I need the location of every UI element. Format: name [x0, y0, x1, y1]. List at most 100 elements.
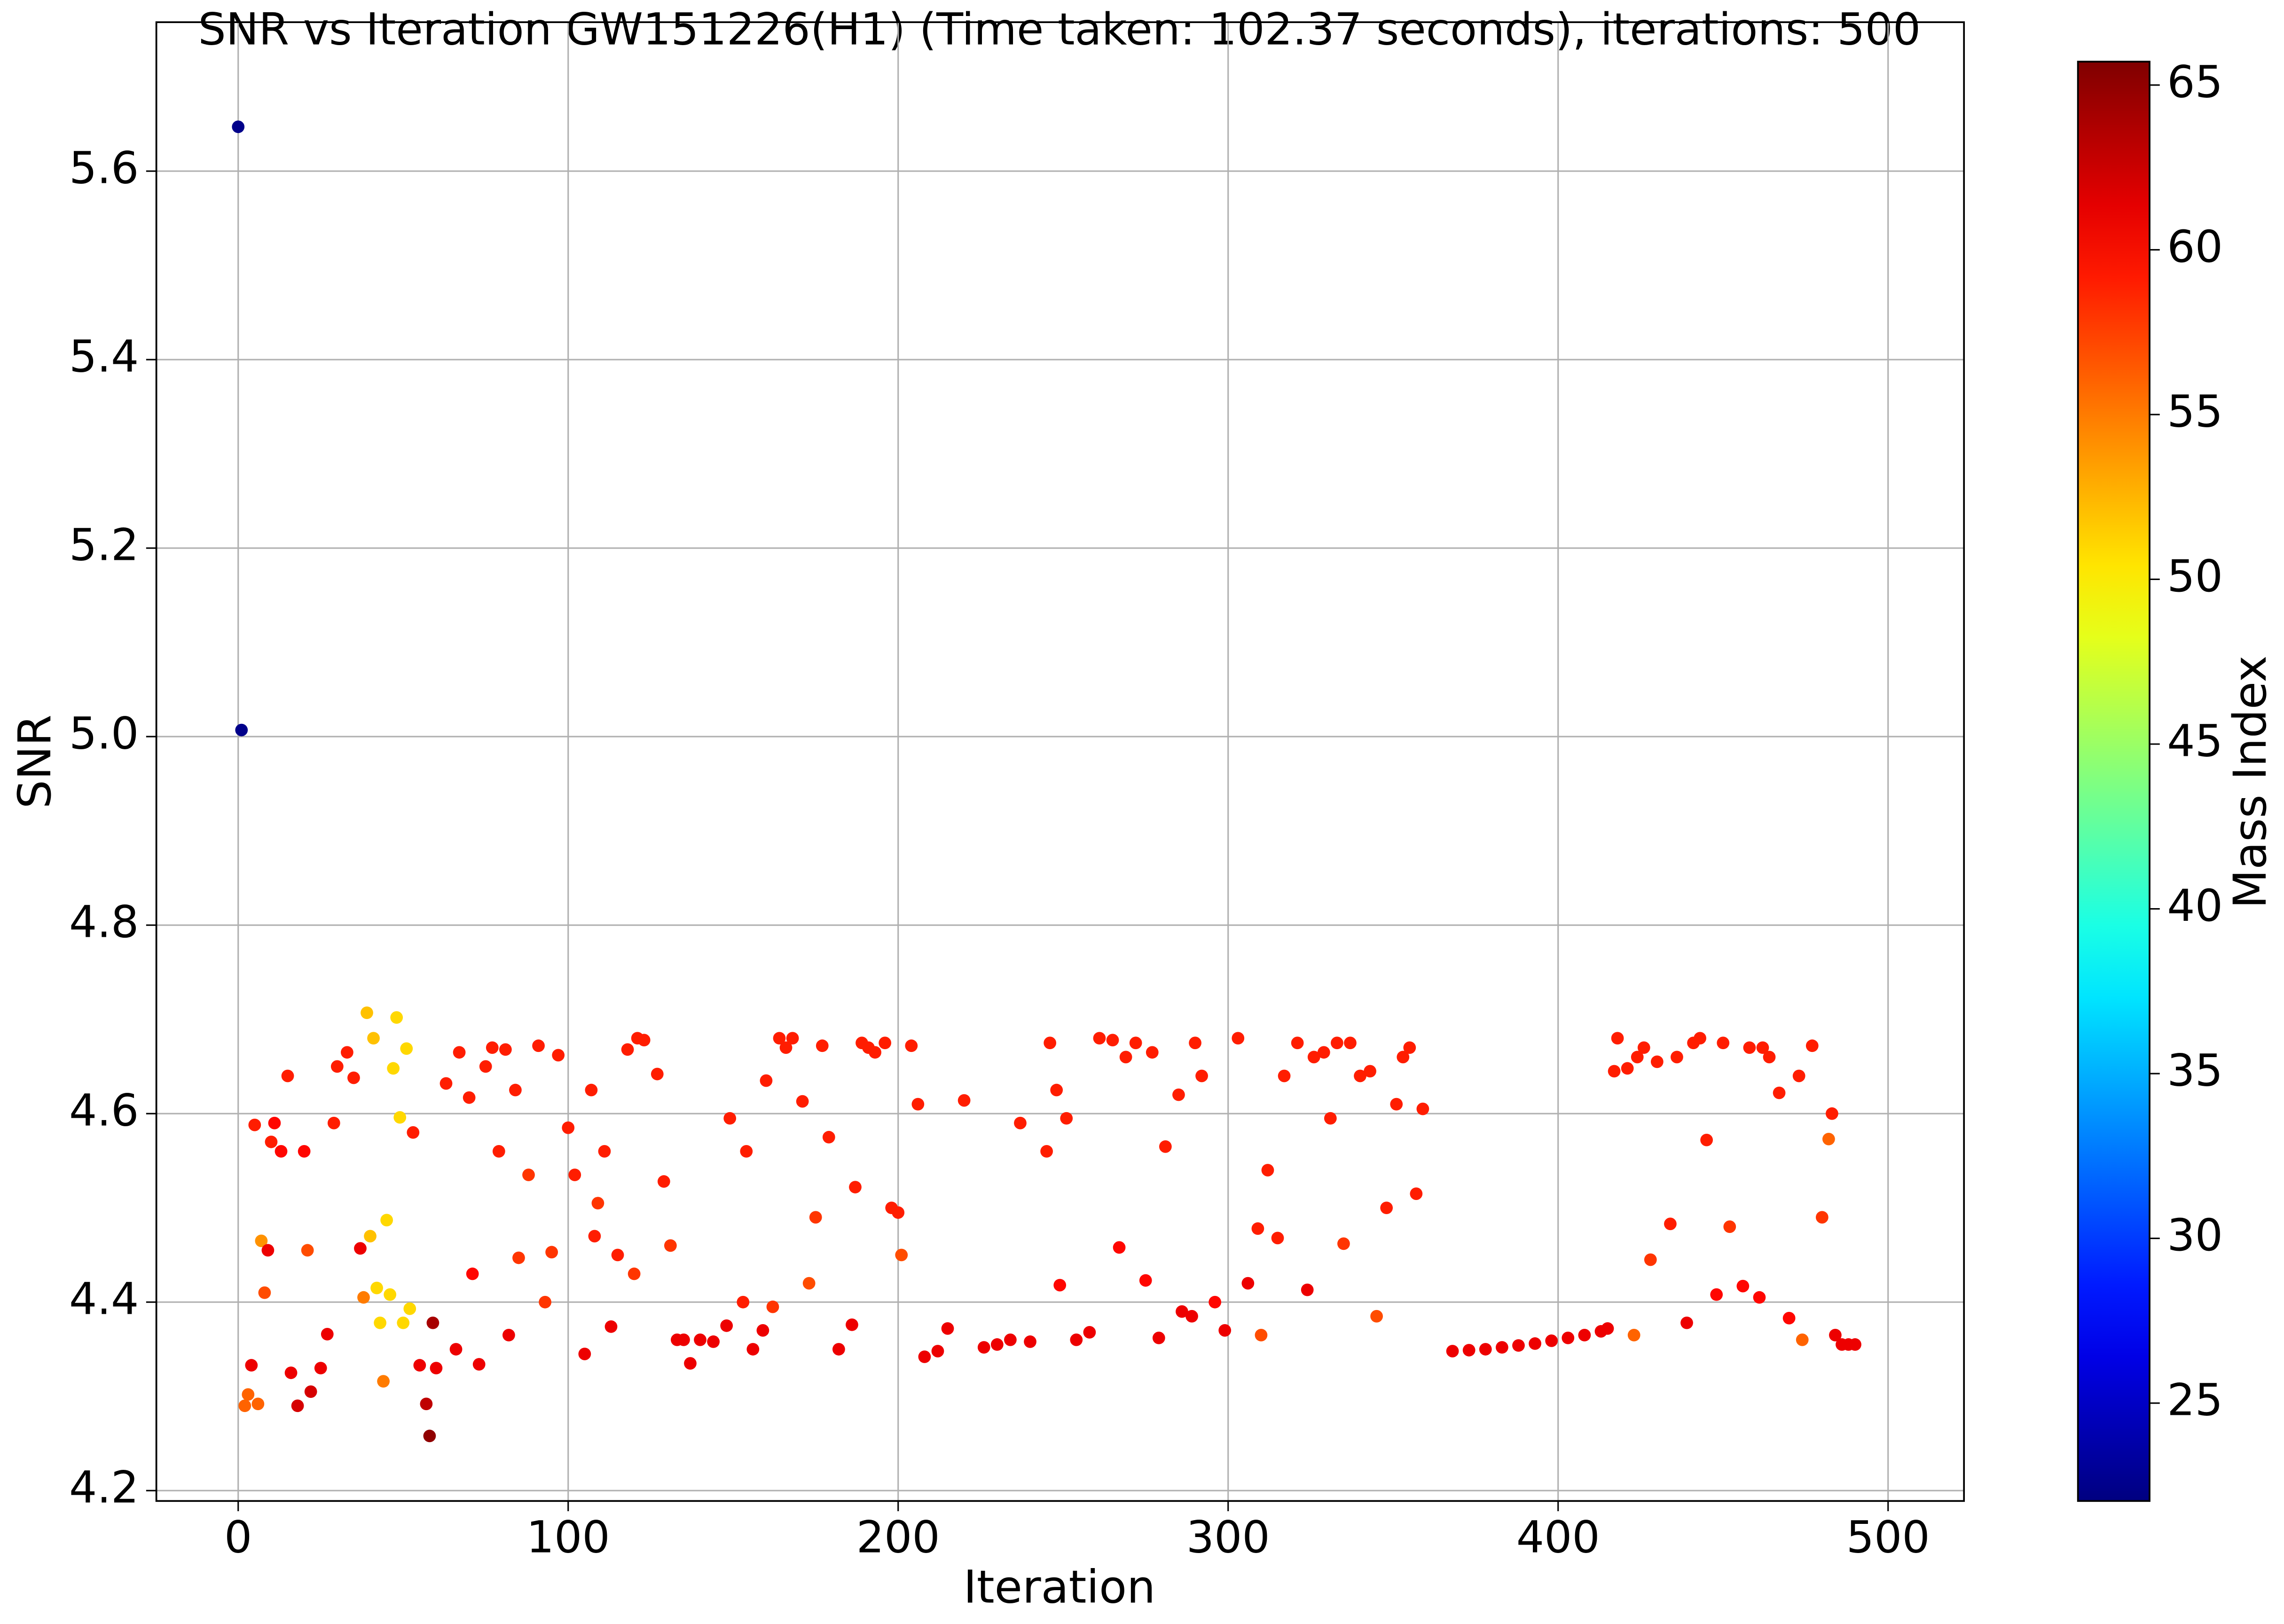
scatter-point — [1578, 1329, 1591, 1342]
x-tick-label: 0 — [224, 1512, 252, 1563]
scatter-point — [370, 1281, 383, 1294]
scatter-point — [918, 1350, 931, 1363]
scatter-point — [238, 1399, 251, 1412]
scatter-point — [723, 1112, 737, 1125]
scatter-point — [611, 1248, 624, 1262]
scatter-point — [1416, 1102, 1429, 1115]
scatter-point — [261, 1244, 275, 1257]
scatter-point — [1545, 1334, 1558, 1347]
scatter-point — [651, 1067, 664, 1081]
scatter-point — [1627, 1329, 1640, 1342]
scatter-point — [1159, 1140, 1172, 1153]
scatter-point — [341, 1046, 353, 1059]
scatter-point — [426, 1316, 440, 1329]
scatter-point — [905, 1039, 918, 1052]
scatter-point — [361, 1006, 373, 1019]
scatter-point — [1218, 1324, 1232, 1337]
scatter-point — [1189, 1036, 1201, 1050]
y-tick-label: 4.2 — [69, 1462, 139, 1513]
scatter-point — [235, 723, 248, 737]
scatter-point — [380, 1214, 393, 1227]
scatter-point — [1113, 1241, 1126, 1254]
scatter-point — [1664, 1217, 1677, 1231]
scatter-point — [1291, 1036, 1304, 1050]
scatter-point — [1152, 1332, 1165, 1344]
scatter-point — [740, 1145, 753, 1158]
scatter-point — [1004, 1334, 1017, 1346]
scatter-point — [354, 1242, 367, 1255]
scatter-point — [258, 1286, 271, 1299]
scatter-point — [463, 1091, 476, 1104]
scatter-point — [486, 1041, 499, 1054]
scatter-point — [364, 1230, 377, 1243]
scatter-point — [327, 1116, 340, 1130]
scatter-point — [1826, 1107, 1838, 1120]
scatter-point — [1680, 1316, 1693, 1329]
scatter-point — [657, 1175, 670, 1188]
scatter-point — [1307, 1051, 1320, 1064]
x-tick-label: 400 — [1516, 1512, 1600, 1563]
y-tick-label: 4.6 — [69, 1085, 139, 1136]
scatter-point — [585, 1083, 598, 1097]
scatter-point — [1403, 1041, 1416, 1054]
scatter-point — [628, 1267, 641, 1280]
y-tick-label: 5.6 — [69, 142, 139, 193]
x-axis-label: Iteration — [963, 1561, 1155, 1613]
scatter-point — [367, 1032, 380, 1045]
scatter-point — [1611, 1032, 1624, 1045]
scatter-point — [773, 1032, 786, 1045]
scatter-point — [1139, 1274, 1152, 1287]
scatter-point — [397, 1316, 410, 1329]
scatter-point — [746, 1343, 760, 1356]
scatter-point — [387, 1062, 400, 1075]
scatter-point — [400, 1042, 413, 1055]
scatter-point — [809, 1211, 822, 1224]
scatter-point — [440, 1077, 453, 1090]
scatter-point — [879, 1036, 892, 1050]
y-tick-label: 5.4 — [69, 330, 139, 382]
scatter-point — [1815, 1211, 1829, 1224]
scatter-point — [707, 1335, 720, 1348]
scatter-point — [588, 1230, 601, 1243]
colorbar-tick-label: 25 — [2167, 1374, 2223, 1425]
scatter-point — [756, 1324, 769, 1337]
x-tick-label: 500 — [1846, 1512, 1930, 1563]
scatter-point — [1621, 1062, 1634, 1075]
scatter-point — [1024, 1335, 1036, 1348]
scatter-point — [347, 1071, 360, 1084]
scatter-point — [832, 1343, 845, 1356]
scatter-point — [664, 1239, 677, 1252]
scatter-point — [1146, 1046, 1159, 1059]
scatter-point — [720, 1319, 733, 1332]
scatter-point — [895, 1248, 908, 1262]
scatter-point — [1397, 1051, 1410, 1064]
scatter-point — [1301, 1283, 1314, 1296]
scatter-point — [245, 1359, 258, 1372]
colorbar-tick-label: 55 — [2167, 385, 2223, 437]
scatter-point — [251, 1397, 265, 1411]
scatter-point — [1462, 1344, 1476, 1357]
x-tick-label: 100 — [526, 1512, 610, 1563]
scatter-point — [502, 1329, 515, 1342]
scatter-point — [766, 1300, 779, 1313]
scatter-point — [1671, 1051, 1683, 1064]
scatter-point — [384, 1288, 397, 1301]
colorbar-tick-label: 65 — [2167, 56, 2223, 107]
scatter-point — [357, 1291, 370, 1304]
scatter-point — [1512, 1339, 1525, 1352]
scatter-point — [1176, 1305, 1188, 1318]
scatter-point — [621, 1043, 634, 1056]
scatter-point — [1344, 1036, 1357, 1050]
scatter-point — [1195, 1069, 1208, 1083]
scatter-point — [413, 1359, 426, 1372]
scatter-point — [822, 1130, 835, 1144]
scatter-point — [796, 1095, 809, 1108]
scatter-point — [677, 1334, 690, 1346]
scatter-point — [694, 1334, 706, 1346]
scatter-point — [1390, 1098, 1403, 1111]
scatter-point — [330, 1060, 344, 1073]
scatter-point — [1271, 1232, 1284, 1245]
scatter-point — [552, 1049, 565, 1062]
scatter-point — [1185, 1310, 1198, 1323]
